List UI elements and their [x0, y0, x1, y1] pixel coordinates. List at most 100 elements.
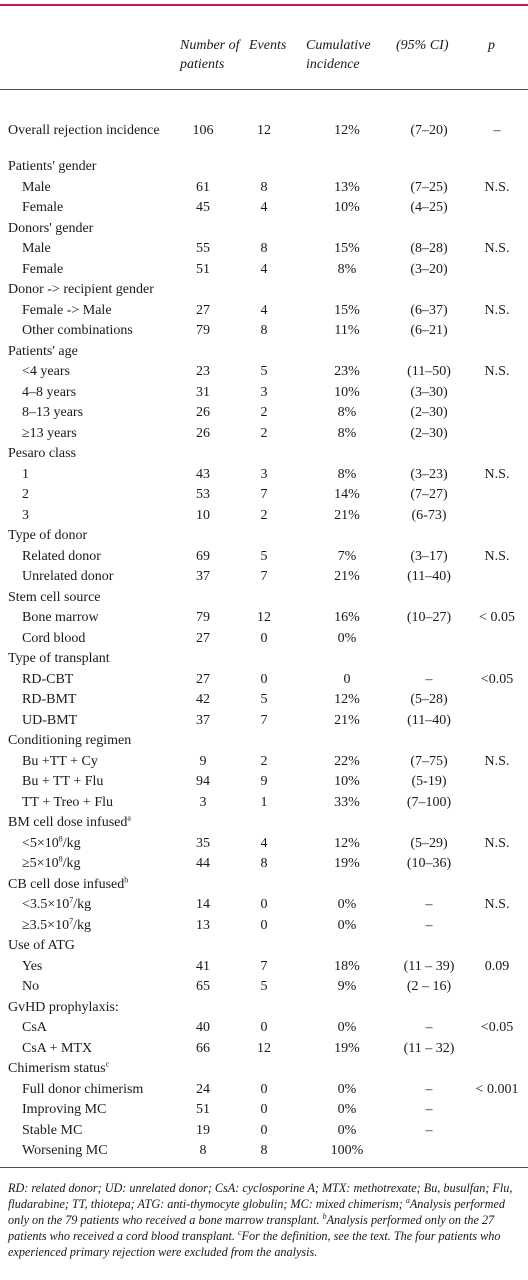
- cell-ci: (10–27): [406, 610, 452, 625]
- row-label-text: Female -> Male: [22, 302, 112, 318]
- cell-events: 7: [260, 487, 268, 502]
- cell-number-of-patients: 35: [196, 835, 210, 851]
- cell-number-of-patients: 51: [196, 1102, 210, 1117]
- cell-number-of-patients: 14: [196, 897, 210, 912]
- cell-ci: (5–29): [410, 835, 448, 851]
- table-row: Overall rejection incidence 106 12 12% (7–20…: [0, 115, 528, 147]
- cell-events: 9: [260, 774, 268, 789]
- row-label: Male: [22, 239, 51, 260]
- row-label-text: Female: [22, 200, 64, 215]
- row-label-suffix: /kg: [73, 897, 92, 912]
- cell-number-of-patients: 13: [196, 917, 210, 933]
- row-label-sup: b: [124, 874, 129, 884]
- row-label: UD-BMT: [22, 711, 77, 732]
- cell-ci: –: [425, 897, 433, 912]
- cell-cumulative-incidence: 8%: [337, 261, 357, 277]
- cell-number-of-patients: 8: [199, 1143, 207, 1158]
- cell-cumulative-incidence: 0%: [337, 630, 357, 646]
- cell-ci: (7–25): [410, 179, 448, 195]
- cell-p: 0.09: [484, 958, 510, 974]
- cell-cumulative-incidence: 0: [343, 671, 351, 687]
- cell-ci: –: [425, 1081, 433, 1097]
- cell-p: N.S.: [484, 548, 510, 564]
- row-label-text: Male: [22, 179, 51, 195]
- table-row: Related donor 69 5 7% (3–17) N.S.: [0, 547, 528, 568]
- group-row: Patients' gender: [0, 157, 528, 178]
- cell-cumulative-incidence: 12%: [334, 835, 360, 851]
- row-label: <5×108/kg: [22, 834, 81, 855]
- cell-events: 8: [260, 179, 268, 195]
- row-label: Related donor: [22, 547, 101, 568]
- cell-number-of-patients: 43: [196, 466, 210, 482]
- cell-ci: (4–25): [410, 200, 448, 215]
- row-label: Yes: [22, 957, 42, 978]
- table-row: 1 43 3 8% (3–23) N.S.: [0, 465, 528, 486]
- table-row: <3.5×107/kg 14 0 0% – N.S.: [0, 895, 528, 916]
- cell-ci: (11 – 32): [403, 1040, 455, 1056]
- group-row: Stem cell source: [0, 588, 528, 609]
- cell-ci: (5–28): [410, 692, 448, 707]
- cell-cumulative-incidence: 19%: [334, 1040, 360, 1056]
- row-label-sup: 7: [69, 895, 74, 905]
- row-label-suffix: /kg: [73, 917, 91, 933]
- cell-ci: (3–23): [410, 466, 448, 482]
- row-label: Use of ATG: [8, 936, 75, 957]
- cell-number-of-patients: 106: [192, 123, 214, 138]
- row-label-text: Full donor chimerism: [22, 1081, 144, 1097]
- cell-p: N.S.: [484, 302, 510, 318]
- row-label: Cord blood: [22, 629, 85, 650]
- row-label: CB cell dose infusedb: [8, 875, 128, 896]
- cell-cumulative-incidence: 19%: [334, 856, 360, 871]
- cell-number-of-patients: 65: [196, 979, 210, 994]
- row-label-text: Other combinations: [22, 323, 133, 338]
- table-row: <5×108/kg 35 4 12% (5–29) N.S.: [0, 834, 528, 855]
- cell-ci: (6-73): [411, 507, 447, 523]
- row-label-text: Female: [22, 261, 64, 277]
- row-label-text: Chimerism status: [8, 1061, 106, 1076]
- row-label-text: BM cell dose infused: [8, 815, 128, 830]
- row-label: RD-CBT: [22, 670, 73, 691]
- row-label: GvHD prophylaxis:: [8, 998, 119, 1019]
- cell-number-of-patients: 40: [196, 1020, 210, 1035]
- row-label-text: <3.5×10: [22, 897, 70, 912]
- cell-events: 5: [260, 692, 268, 707]
- row-label-text: Bone marrow: [22, 610, 99, 625]
- cell-cumulative-incidence: 0%: [337, 1081, 357, 1097]
- row-label-text: Male: [22, 241, 51, 256]
- cell-cumulative-incidence: 7%: [337, 548, 357, 564]
- cell-ci: (7–20): [410, 123, 448, 138]
- cell-number-of-patients: 23: [196, 364, 210, 379]
- row-label-sup: 8: [58, 833, 63, 843]
- row-label: 8–13 years: [22, 403, 83, 424]
- row-label-suffix: /kg: [62, 856, 81, 871]
- cell-events: 3: [260, 466, 268, 482]
- row-label: Type of donor: [8, 526, 87, 547]
- row-label: Overall rejection incidence: [8, 115, 160, 147]
- cell-ci: (11–40): [407, 712, 451, 728]
- cell-cumulative-incidence: 0%: [337, 1020, 357, 1035]
- cell-cumulative-incidence: 0%: [337, 1102, 357, 1117]
- table-row: RD-CBT 27 0 0 – <0.05: [0, 670, 528, 691]
- row-label-text: Patients' age: [8, 343, 78, 359]
- row-label: Full donor chimerism: [22, 1080, 143, 1101]
- table-row: ≥13 years 26 2 8% (2–30): [0, 424, 528, 445]
- row-label: RD-BMT: [22, 690, 76, 711]
- cell-cumulative-incidence: 0%: [337, 917, 357, 933]
- group-row: Patients' age: [0, 342, 528, 363]
- row-label: ≥5×108/kg: [22, 854, 80, 875]
- table-row: Full donor chimerism 24 0 0% – < 0.001: [0, 1080, 528, 1101]
- cell-number-of-patients: 27: [196, 671, 210, 687]
- row-label: 4–8 years: [22, 383, 76, 404]
- cell-number-of-patients: 61: [196, 179, 210, 195]
- top-rule: [0, 4, 528, 6]
- cell-number-of-patients: 66: [196, 1040, 210, 1056]
- row-label-sup: 7: [69, 915, 74, 925]
- row-label-text: Conditioning regimen: [8, 733, 132, 748]
- row-label: 1: [22, 465, 29, 486]
- cell-cumulative-incidence: 15%: [334, 241, 360, 256]
- cell-p: N.S.: [484, 753, 510, 769]
- cell-events: 0: [260, 671, 268, 687]
- cell-events: 5: [260, 979, 268, 994]
- row-label-text: Donor -> recipient gender: [8, 282, 154, 297]
- cell-cumulative-incidence: 8%: [337, 425, 357, 441]
